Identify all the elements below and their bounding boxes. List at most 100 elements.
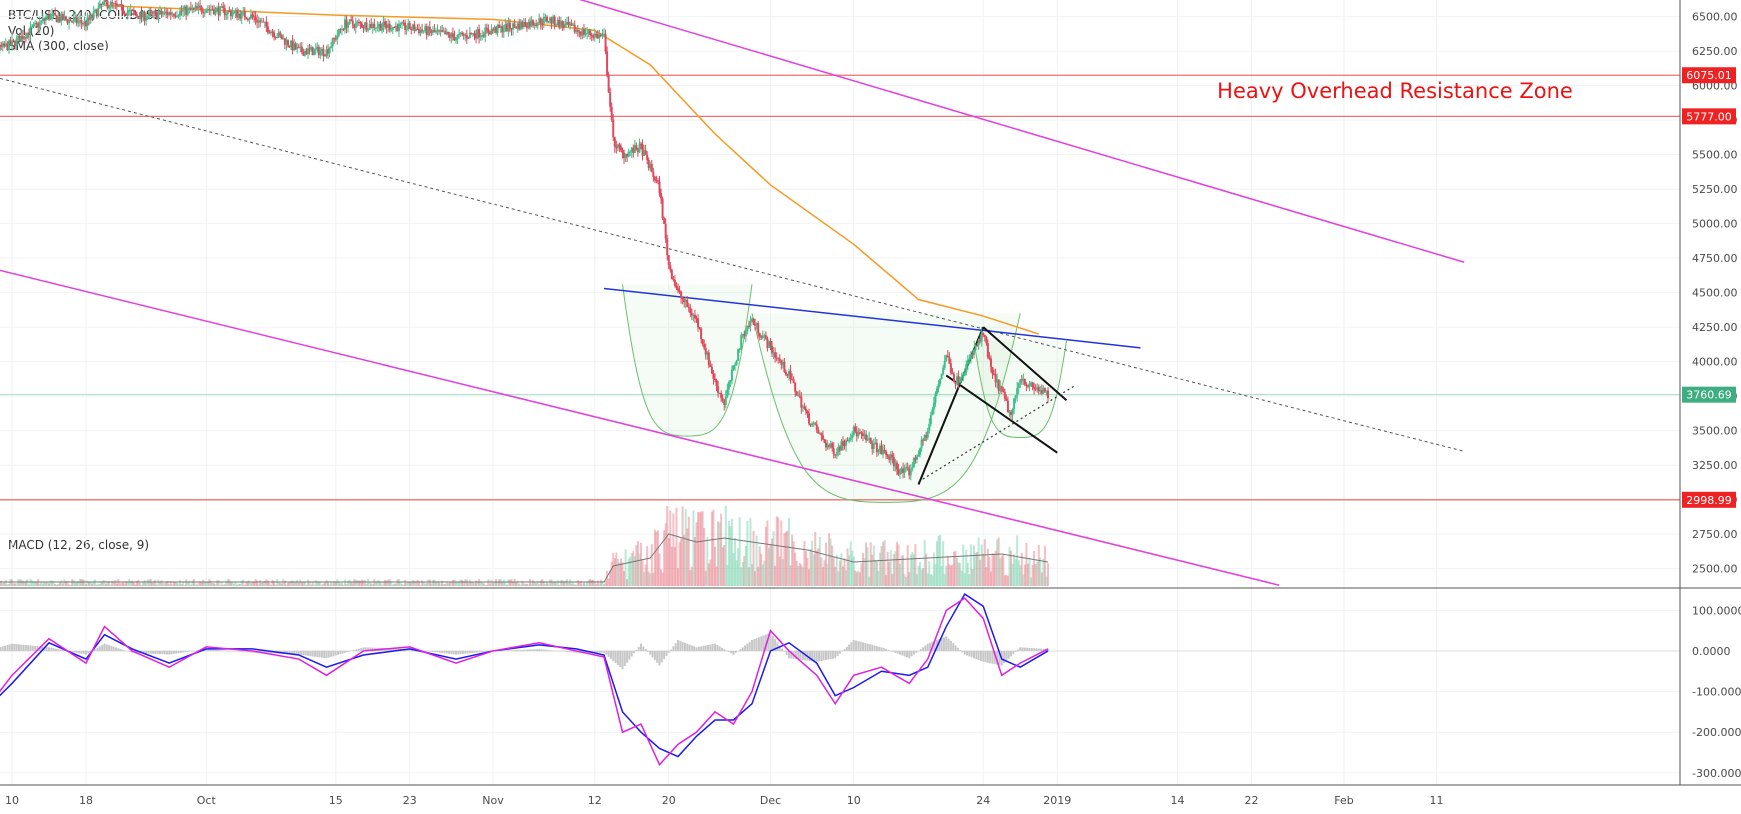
candle-body xyxy=(518,23,521,30)
volume-bar xyxy=(496,581,499,586)
candle-body xyxy=(525,26,528,29)
volume-bar xyxy=(163,583,166,586)
macd-histogram-bar xyxy=(503,650,506,651)
candle-body xyxy=(521,21,524,28)
volume-bar xyxy=(751,564,753,586)
volume-bar xyxy=(832,557,835,586)
candle-body xyxy=(274,36,277,38)
candle-body xyxy=(516,23,519,29)
candle-body xyxy=(1017,382,1020,389)
candle-body xyxy=(532,20,535,26)
flag-lower-line[interactable] xyxy=(945,374,1058,454)
volume-bar xyxy=(359,580,362,586)
neckline[interactable] xyxy=(603,287,1141,349)
volume-bar xyxy=(539,580,542,586)
candle-body xyxy=(85,21,87,27)
macd-histogram-bar xyxy=(829,650,832,660)
volume-bar xyxy=(851,550,854,586)
candle-body xyxy=(843,445,846,447)
macd-histogram-bar xyxy=(41,646,44,651)
volume-bar xyxy=(61,583,64,586)
candle-body xyxy=(498,24,501,28)
volume-bar xyxy=(108,581,111,586)
upper-channel-line[interactable] xyxy=(410,0,1465,263)
candle-body xyxy=(271,31,274,33)
candle-body xyxy=(939,379,942,385)
volume-bar xyxy=(1047,563,1049,586)
volume-bar xyxy=(871,554,874,586)
macd-histogram-bar xyxy=(859,641,862,651)
macd-histogram-bar xyxy=(510,650,513,651)
volume-bar xyxy=(302,581,305,586)
volume-bar xyxy=(530,583,533,586)
volume-bar xyxy=(280,583,283,586)
macd-histogram-bar xyxy=(626,650,629,663)
macd-histogram-bar xyxy=(697,646,700,651)
candle-body xyxy=(468,32,471,39)
macd-histogram-bar xyxy=(1021,647,1024,651)
candle-body xyxy=(997,379,1000,392)
volume-bar xyxy=(744,545,747,586)
macd-histogram-bar xyxy=(1047,649,1049,651)
flag-dotted-line[interactable] xyxy=(918,384,1077,483)
candle-body xyxy=(965,364,968,373)
candle-body xyxy=(727,382,730,390)
volume-bar xyxy=(949,565,952,586)
candle-body xyxy=(920,439,923,449)
macd-histogram-bar xyxy=(942,637,945,651)
macd-histogram-bar xyxy=(674,643,677,651)
lower-channel-line[interactable] xyxy=(0,235,1280,586)
candle-body xyxy=(135,14,138,17)
volume-bar xyxy=(211,583,214,586)
price-level-badge-label: 2998.99 xyxy=(1686,494,1732,507)
macd-histogram-bar xyxy=(131,650,134,653)
candle-body xyxy=(698,327,701,329)
candle-body xyxy=(24,37,27,39)
volume-bar xyxy=(959,562,962,586)
macd-histogram-bar xyxy=(600,650,603,653)
macd-histogram-bar xyxy=(989,650,992,664)
volume-bar xyxy=(15,583,18,586)
macd-histogram-bar xyxy=(628,650,631,660)
volume-bar xyxy=(362,580,365,586)
volume-bar xyxy=(174,582,177,586)
candle-body xyxy=(20,35,23,43)
candle-body xyxy=(706,352,709,355)
candle-body xyxy=(496,24,499,33)
macd-histogram-bar xyxy=(1005,650,1008,661)
volume-bar xyxy=(911,551,914,586)
candle-body xyxy=(763,335,766,337)
dotted-trend-line[interactable] xyxy=(0,41,1465,452)
volume-bar xyxy=(925,553,928,586)
candle-body xyxy=(377,23,380,27)
volume-bar xyxy=(24,580,27,586)
candle-body xyxy=(256,20,259,23)
volume-bar xyxy=(525,583,528,586)
volume-bar xyxy=(49,580,52,586)
macd-histogram-bar xyxy=(478,650,481,653)
macd-histogram-bar xyxy=(630,650,633,657)
candle-body xyxy=(584,33,587,35)
macd-histogram-bar xyxy=(852,639,855,651)
candle-body xyxy=(233,11,235,14)
candle-body xyxy=(482,35,485,37)
volume-bar xyxy=(336,579,339,586)
candle-body xyxy=(439,30,442,32)
candle-body xyxy=(205,10,208,13)
candle-body xyxy=(484,27,487,37)
candle-body xyxy=(940,373,943,380)
volume-bar xyxy=(872,545,875,586)
candle-body xyxy=(379,23,382,31)
volume-bar xyxy=(660,569,663,586)
volume-bar xyxy=(653,529,656,586)
flag-upper-line[interactable] xyxy=(982,326,1068,402)
x-tick-label: 11 xyxy=(1430,794,1444,807)
candle-body xyxy=(903,468,906,473)
candle-body xyxy=(394,26,397,28)
volume-bar xyxy=(92,580,95,586)
macd-histogram-bar xyxy=(804,650,807,661)
volume-bar xyxy=(327,582,330,586)
candle-body xyxy=(569,23,572,26)
candle-body xyxy=(359,22,362,24)
